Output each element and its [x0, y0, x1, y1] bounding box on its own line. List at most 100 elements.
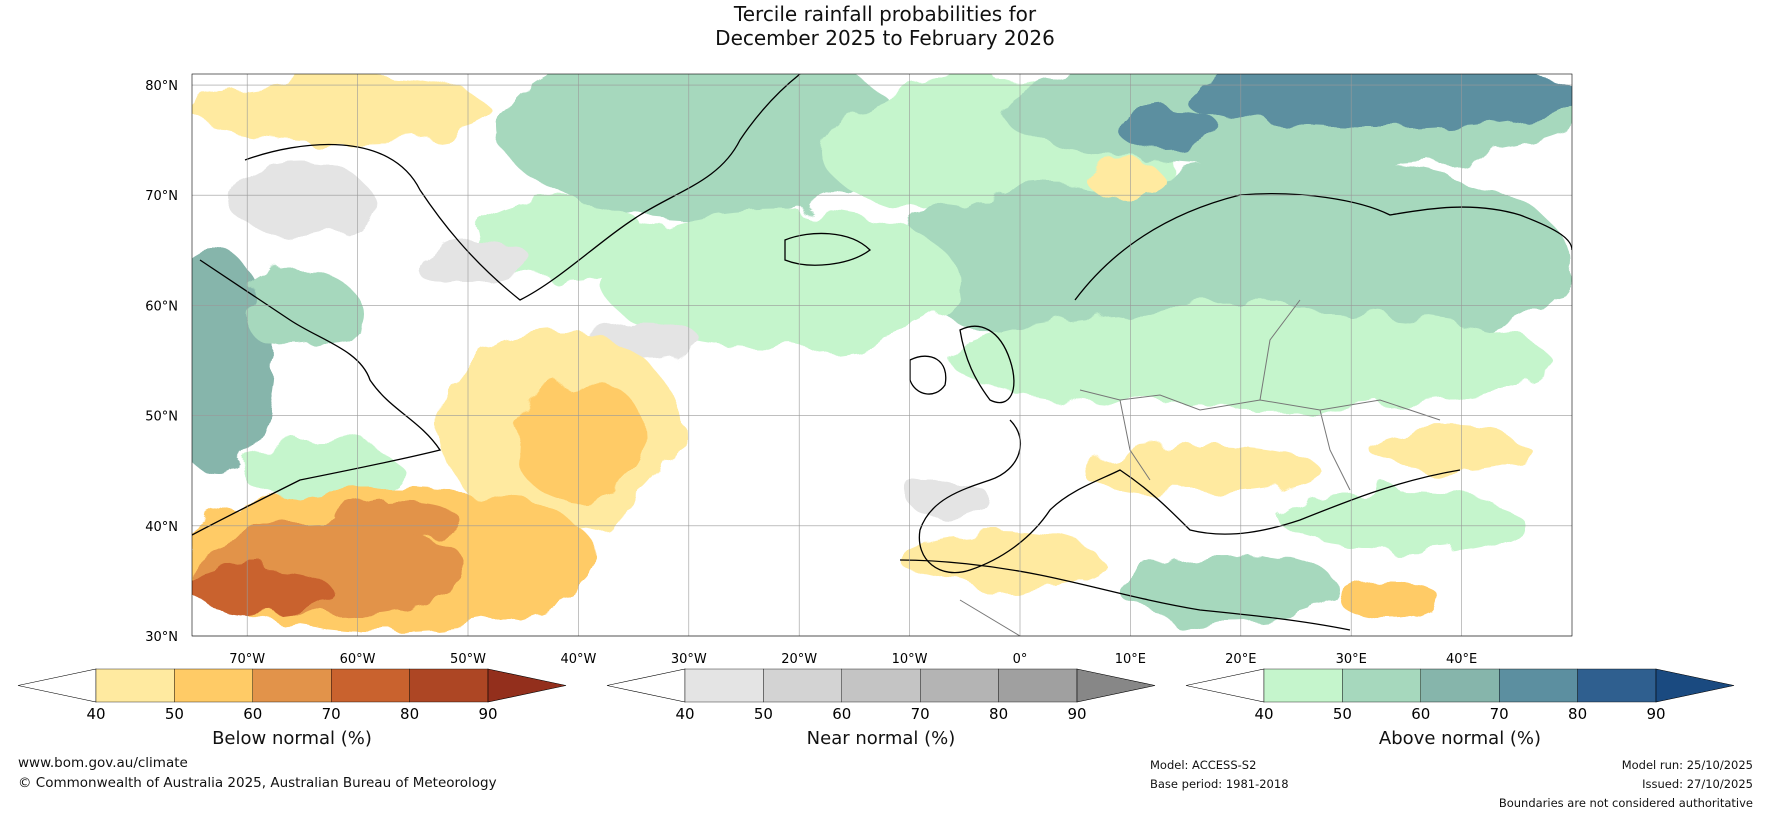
north-africa-coast — [899, 559, 1351, 631]
colorbar-2: 40 50 60 70 80 90 — [1185, 668, 1735, 723]
below-normal-area — [340, 502, 460, 538]
colorbar-segment — [684, 668, 764, 703]
below-normal-area — [1370, 430, 1530, 470]
colorbars: 40 50 60 70 80 90 40 50 60 70 80 90 40 50 60 70 80 90 — [17, 668, 1735, 723]
britain-coast — [959, 325, 1015, 404]
near-normal-area — [410, 235, 530, 285]
coastlines — [192, 74, 1572, 631]
colorbar-1: 40 50 60 70 80 90 — [606, 668, 1156, 723]
longitude-label: 70°W — [229, 652, 265, 667]
colorbar-tick-label: 40 — [86, 705, 105, 723]
latitude-label: 60°N — [145, 299, 178, 314]
title-line-2: December 2025 to February 2026 — [715, 26, 1055, 50]
border-line — [1079, 389, 1441, 421]
above-normal-area — [240, 270, 360, 350]
colorbar-segment — [1420, 668, 1500, 703]
longitude-label: 20°W — [781, 652, 817, 667]
colorbar-tick-label: 90 — [1646, 705, 1665, 723]
colorbar-tick-label: 60 — [243, 705, 262, 723]
colorbar-segment — [331, 668, 410, 703]
colorbar-extend-high — [1655, 668, 1735, 703]
longitude-label: 20°E — [1225, 652, 1256, 667]
below-normal-area — [192, 80, 490, 140]
colorbar-tick-label: 70 — [322, 705, 341, 723]
above-normal-area — [1120, 105, 1220, 155]
longitude-label: 0° — [1013, 652, 1028, 667]
colorbar-label-near: Near normal (%) — [806, 728, 956, 749]
border-line — [1119, 399, 1151, 481]
colorbar-tick-label: 70 — [911, 705, 930, 723]
longitude-label: 10°W — [892, 652, 928, 667]
border-line — [959, 599, 1021, 636]
below-normal-area — [1080, 445, 1320, 495]
longitude-label: 60°W — [340, 652, 376, 667]
latitude-label: 70°N — [145, 189, 178, 204]
colorbar-label-above: Above normal (%) — [1378, 728, 1542, 749]
footer-model-run: Model run: 25/10/2025 — [1621, 758, 1753, 772]
colorbar-segment — [1577, 668, 1657, 703]
colorbar-segment — [998, 668, 1078, 703]
colorbar-tick-label: 40 — [1254, 705, 1273, 723]
longitude-label: 50°W — [450, 652, 486, 667]
longitude-label: 10°E — [1115, 652, 1146, 667]
longitude-label: 30°E — [1336, 652, 1367, 667]
above-normal-area — [910, 180, 1190, 340]
map-plot-area — [192, 74, 1572, 636]
colorbar-tick-label: 70 — [1490, 705, 1509, 723]
colorbar-segment — [1342, 668, 1422, 703]
colorbar-tick-label: 40 — [675, 705, 694, 723]
below-normal-area — [192, 565, 330, 615]
near-normal-area — [910, 480, 990, 520]
above-normal-area — [500, 74, 900, 220]
colorbar-tick-label: 60 — [832, 705, 851, 723]
title-line-1: Tercile rainfall probabilities for — [733, 2, 1037, 26]
longitude-label: 30°W — [671, 652, 707, 667]
colorbar-extend-low — [17, 668, 97, 703]
below-normal-area — [900, 535, 1100, 585]
colorbar-tick-label: 80 — [400, 705, 419, 723]
europe-coast — [918, 419, 1461, 574]
colorbar-tick-label: 90 — [1067, 705, 1086, 723]
colorbar-0: 40 50 60 70 80 90 — [17, 668, 567, 723]
colorbar-segment — [920, 668, 999, 703]
longitude-label: 40°E — [1446, 652, 1477, 667]
footer-base-period: Base period: 1981-2018 — [1150, 777, 1289, 791]
footer-website: www.bom.gov.au/climate — [18, 755, 188, 771]
near-normal-area — [230, 160, 370, 240]
colorbar-segment — [763, 668, 843, 703]
colorbar-tick-label: 50 — [754, 705, 773, 723]
colorbar-segment — [95, 668, 175, 703]
colorbar-extend-low — [606, 668, 686, 703]
colorbar-extend-high — [487, 668, 567, 703]
footer-issued: Issued: 27/10/2025 — [1642, 777, 1753, 791]
above-normal-area — [240, 440, 400, 500]
colorbar-tick-label: 50 — [1333, 705, 1352, 723]
footer-disclaimer: Boundaries are not considered authoritat… — [1498, 796, 1753, 810]
below-normal-area — [510, 380, 650, 500]
border-line — [1259, 299, 1301, 401]
latitude-labels: 80°N 70°N 60°N 50°N 40°N 30°N — [145, 79, 178, 645]
above-normal-area — [1280, 490, 1520, 550]
below-normal-area — [1080, 160, 1160, 190]
colorbar-segment — [409, 668, 489, 703]
ireland-coast — [909, 355, 947, 395]
latitude-label: 30°N — [145, 630, 178, 645]
colorbar-tick-label: 50 — [165, 705, 184, 723]
below-normal-area — [1340, 580, 1440, 620]
probability-field — [192, 74, 1572, 635]
latitude-label: 40°N — [145, 520, 178, 535]
above-normal-area — [950, 310, 1550, 410]
colorbar-tick-label: 60 — [1411, 705, 1430, 723]
colorbar-segment — [1263, 668, 1343, 703]
colorbar-segment — [174, 668, 253, 703]
latitude-label: 50°N — [145, 410, 178, 425]
colorbar-segment — [1498, 668, 1578, 703]
longitude-label: 40°W — [560, 652, 596, 667]
footer-copyright: © Commonwealth of Australia 2025, Austra… — [18, 775, 497, 791]
border-line — [1319, 409, 1351, 491]
country-borders — [959, 299, 1441, 636]
latitude-label: 80°N — [145, 79, 178, 94]
colorbar-label-below: Below normal (%) — [212, 728, 372, 749]
north-america-coast — [192, 259, 442, 536]
